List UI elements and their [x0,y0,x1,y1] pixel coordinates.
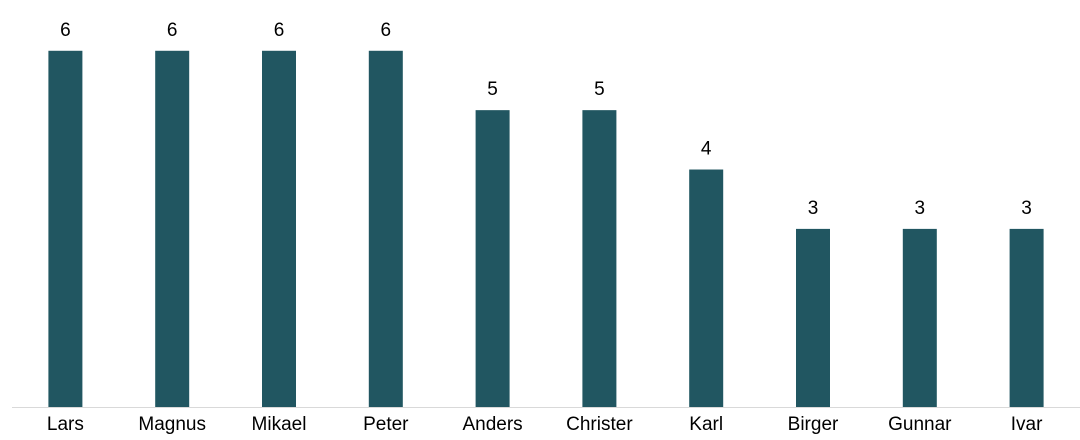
bar-peter [368,50,403,407]
data-label: 3 [1021,198,1032,219]
bars-layer [48,50,1044,408]
x-tick-label: Magnus [138,414,206,435]
bar-gunnar [902,228,937,407]
x-tick-label: Christer [566,414,633,435]
x-tick-label: Mikael [252,414,307,435]
bar-magnus [155,50,190,407]
data-label: 6 [381,20,392,41]
data-label: 5 [594,79,605,100]
x-tick-label: Peter [363,414,409,435]
x-tick-label: Lars [47,414,84,435]
data-label: 3 [915,198,926,219]
data-label: 4 [701,139,712,160]
x-tick-labels-layer: Lars Magnus Mikael Peter Anders Christer Karl B… [47,414,1043,435]
bar-lars [48,50,83,407]
data-label: 3 [808,198,819,219]
x-tick-label: Birger [788,414,839,435]
data-labels-layer: 6 6 6 6 5 5 4 3 3 3 [60,20,1032,219]
data-label: 6 [274,20,285,41]
data-label: 6 [167,20,178,41]
data-label: 6 [60,20,71,41]
bar-anders [475,110,510,408]
x-tick-label: Anders [462,414,522,435]
bar-mikael [262,50,296,407]
bar-christer [582,110,617,408]
data-label: 5 [487,79,498,100]
bar-birger [796,228,830,407]
x-tick-label: Karl [689,414,723,435]
bar-karl [689,169,724,407]
x-tick-label: Ivar [1011,414,1043,435]
bar-ivar [1009,228,1044,407]
x-tick-label: Gunnar [888,414,952,435]
